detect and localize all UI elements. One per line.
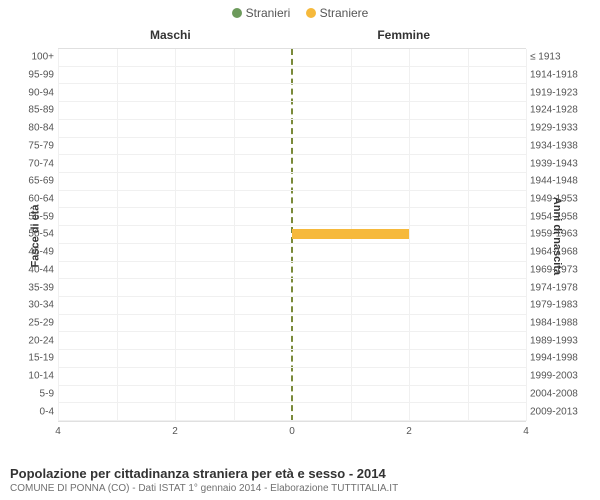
age-row: 40-441969-1973: [58, 262, 526, 280]
plot-area: 100+≤ 191395-991914-191890-941919-192385…: [58, 48, 526, 422]
birth-tick: 2004-2008: [530, 388, 588, 399]
age-row: 60-641949-1953: [58, 191, 526, 209]
birth-tick: 1994-1998: [530, 353, 588, 364]
age-row: 70-741939-1943: [58, 155, 526, 173]
legend-swatch-male: [232, 8, 242, 18]
age-tick: 100+: [14, 52, 54, 63]
age-tick: 80-84: [14, 123, 54, 134]
age-tick: 90-94: [14, 87, 54, 98]
age-tick: 45-49: [14, 247, 54, 258]
birth-tick: 1949-1953: [530, 194, 588, 205]
legend-label-female: Straniere: [320, 6, 369, 20]
legend: Stranieri Straniere: [0, 0, 600, 21]
birth-tick: 1939-1943: [530, 158, 588, 169]
legend-label-male: Stranieri: [246, 6, 291, 20]
column-title-female: Femmine: [377, 28, 430, 42]
age-row: 5-92004-2008: [58, 386, 526, 404]
age-row: 25-291984-1988: [58, 315, 526, 333]
x-tick: 2: [406, 426, 412, 437]
birth-tick: 1979-1983: [530, 300, 588, 311]
birth-tick: 1959-1963: [530, 229, 588, 240]
age-tick: 30-34: [14, 300, 54, 311]
age-row: 35-391974-1978: [58, 279, 526, 297]
age-row: 30-341979-1983: [58, 297, 526, 315]
age-tick: 75-79: [14, 140, 54, 151]
chart-title: Popolazione per cittadinanza straniera p…: [10, 466, 590, 481]
age-row: 90-941919-1923: [58, 84, 526, 102]
age-row: 85-891924-1928: [58, 102, 526, 120]
birth-tick: ≤ 1913: [530, 52, 588, 63]
birth-tick: 1944-1948: [530, 176, 588, 187]
x-tick: 4: [55, 426, 61, 437]
age-tick: 20-24: [14, 335, 54, 346]
chart-subtitle: COMUNE DI PONNA (CO) - Dati ISTAT 1° gen…: [10, 483, 590, 494]
birth-tick: 1999-2003: [530, 371, 588, 382]
age-tick: 85-89: [14, 105, 54, 116]
age-row: 10-141999-2003: [58, 368, 526, 386]
x-tick: 2: [172, 426, 178, 437]
age-row: 0-42009-2013: [58, 403, 526, 421]
age-tick: 35-39: [14, 282, 54, 293]
age-tick: 25-29: [14, 318, 54, 329]
birth-tick: 1924-1928: [530, 105, 588, 116]
bar-female: [292, 229, 409, 239]
legend-item-female: Straniere: [306, 6, 369, 20]
age-row: 55-591954-1958: [58, 208, 526, 226]
birth-tick: 1929-1933: [530, 123, 588, 134]
age-row: 80-841929-1933: [58, 120, 526, 138]
age-tick: 40-44: [14, 264, 54, 275]
gridline: [526, 49, 527, 421]
x-axis: 4 2 0 2 4: [58, 426, 526, 440]
legend-item-male: Stranieri: [232, 6, 291, 20]
birth-tick: 1919-1923: [530, 87, 588, 98]
birth-tick: 2009-2013: [530, 406, 588, 417]
birth-tick: 1984-1988: [530, 318, 588, 329]
age-tick: 65-69: [14, 176, 54, 187]
age-row: 65-691944-1948: [58, 173, 526, 191]
birth-tick: 1954-1958: [530, 211, 588, 222]
age-tick: 10-14: [14, 371, 54, 382]
age-row: 15-191994-1998: [58, 350, 526, 368]
age-row: 95-991914-1918: [58, 67, 526, 85]
chart-area: Maschi Femmine Fasce di età Anni di nasc…: [0, 28, 600, 444]
age-tick: 60-64: [14, 194, 54, 205]
birth-tick: 1914-1918: [530, 70, 588, 81]
age-row: 50-541959-1963: [58, 226, 526, 244]
age-row: 20-241989-1993: [58, 332, 526, 350]
age-tick: 55-59: [14, 211, 54, 222]
age-tick: 70-74: [14, 158, 54, 169]
age-tick: 50-54: [14, 229, 54, 240]
chart-footer: Popolazione per cittadinanza straniera p…: [10, 466, 590, 494]
age-tick: 0-4: [14, 406, 54, 417]
age-tick: 5-9: [14, 388, 54, 399]
birth-tick: 1969-1973: [530, 264, 588, 275]
birth-tick: 1964-1968: [530, 247, 588, 258]
legend-swatch-female: [306, 8, 316, 18]
x-tick: 0: [289, 426, 295, 437]
age-tick: 95-99: [14, 70, 54, 81]
age-row: 100+≤ 1913: [58, 49, 526, 67]
age-tick: 15-19: [14, 353, 54, 364]
age-row: 75-791934-1938: [58, 138, 526, 156]
birth-tick: 1989-1993: [530, 335, 588, 346]
birth-tick: 1974-1978: [530, 282, 588, 293]
birth-tick: 1934-1938: [530, 140, 588, 151]
x-tick: 4: [523, 426, 529, 437]
column-title-male: Maschi: [150, 28, 191, 42]
age-row: 45-491964-1968: [58, 244, 526, 262]
